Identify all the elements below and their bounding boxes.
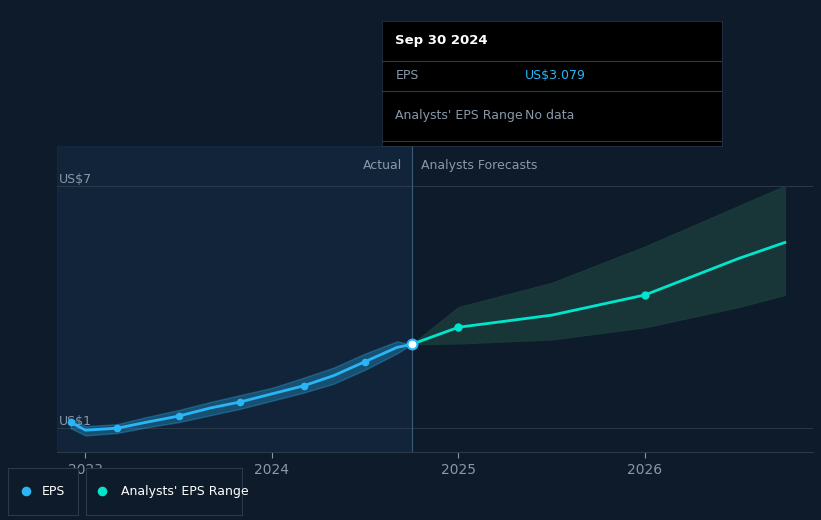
Point (19, 487, 32, 496)
Text: Analysts' EPS Range: Analysts' EPS Range (121, 485, 248, 498)
Text: EPS: EPS (396, 69, 419, 82)
Point (111, 424, 124, 432)
Text: No data: No data (525, 109, 574, 122)
Point (64, 418, 77, 426)
Text: Analysts Forecasts: Analysts Forecasts (421, 159, 538, 172)
Point (639, 291, 652, 299)
Text: EPS: EPS (42, 485, 65, 498)
Text: Sep 30 2024: Sep 30 2024 (396, 34, 488, 47)
Text: US$1: US$1 (59, 415, 92, 428)
Point (95, 487, 108, 496)
Text: US$7: US$7 (59, 173, 93, 186)
Text: US$3.079: US$3.079 (525, 69, 585, 82)
Point (297, 382, 310, 390)
Point (406, 340, 419, 348)
Point (359, 357, 372, 366)
Text: Actual: Actual (363, 159, 402, 172)
Point (452, 323, 465, 331)
Text: Analysts' EPS Range: Analysts' EPS Range (396, 109, 523, 122)
Point (234, 398, 247, 406)
Point (172, 412, 186, 420)
Bar (57, 146, 412, 452)
